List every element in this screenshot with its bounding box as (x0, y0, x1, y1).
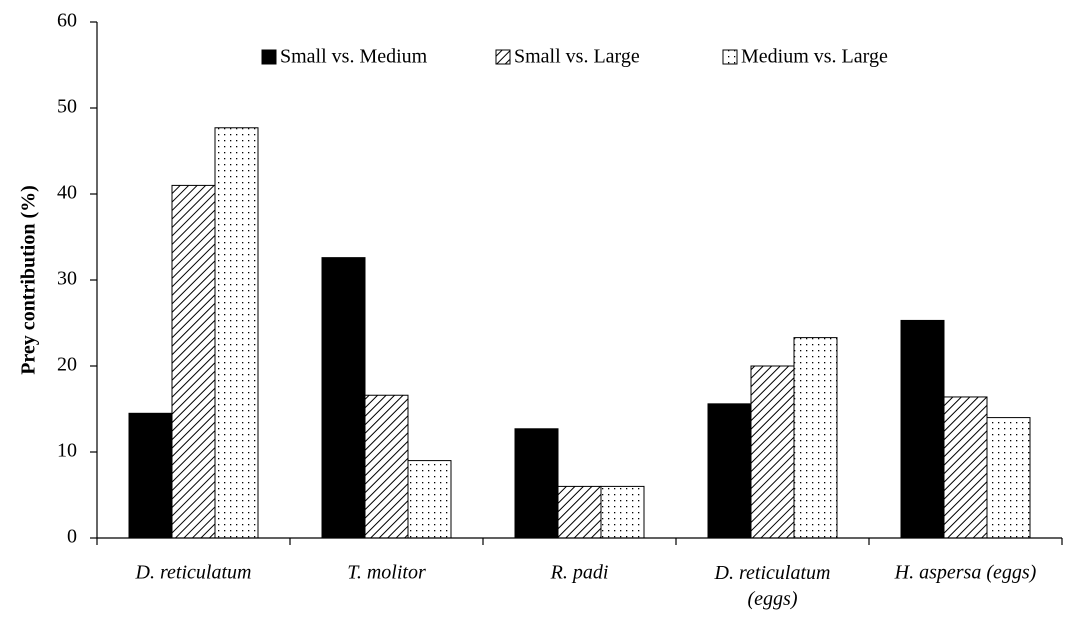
y-tick-label: 20 (57, 354, 77, 376)
bar (214, 127, 259, 539)
legend-swatch (495, 49, 511, 65)
bar (557, 485, 602, 539)
x-tick-label: R. padi (550, 562, 609, 584)
x-tick-label: D. reticulatum (135, 562, 252, 584)
bar (171, 184, 216, 539)
bar (514, 428, 559, 539)
x-tick-label: T. molitor (347, 562, 426, 584)
bar (707, 403, 752, 539)
legend-swatch (722, 49, 738, 65)
x-tick-label: D. reticulatum (eggs) (714, 562, 831, 610)
y-tick-label: 50 (57, 96, 77, 118)
bar (128, 412, 173, 539)
bar (793, 337, 838, 539)
y-tick-label: 40 (57, 182, 77, 204)
x-tick-label: H. aspersa (eggs) (894, 562, 1037, 584)
bar (600, 485, 645, 539)
legend-label: Small vs. Large (514, 46, 640, 68)
y-axis-label: Prey contribution (%) (18, 185, 40, 375)
y-tick-label: 0 (67, 526, 77, 548)
y-tick-label: 30 (57, 268, 77, 290)
bar (321, 257, 366, 539)
y-tick-label: 60 (57, 10, 77, 32)
bar (900, 319, 945, 539)
bar (364, 394, 409, 539)
legend-label: Medium vs. Large (741, 46, 888, 68)
bar (407, 460, 452, 539)
bar (750, 365, 795, 539)
bar (943, 396, 988, 539)
bar (986, 417, 1031, 539)
y-tick-label: 10 (57, 440, 77, 462)
legend-label: Small vs. Medium (280, 46, 428, 68)
legend-swatch (261, 49, 277, 65)
